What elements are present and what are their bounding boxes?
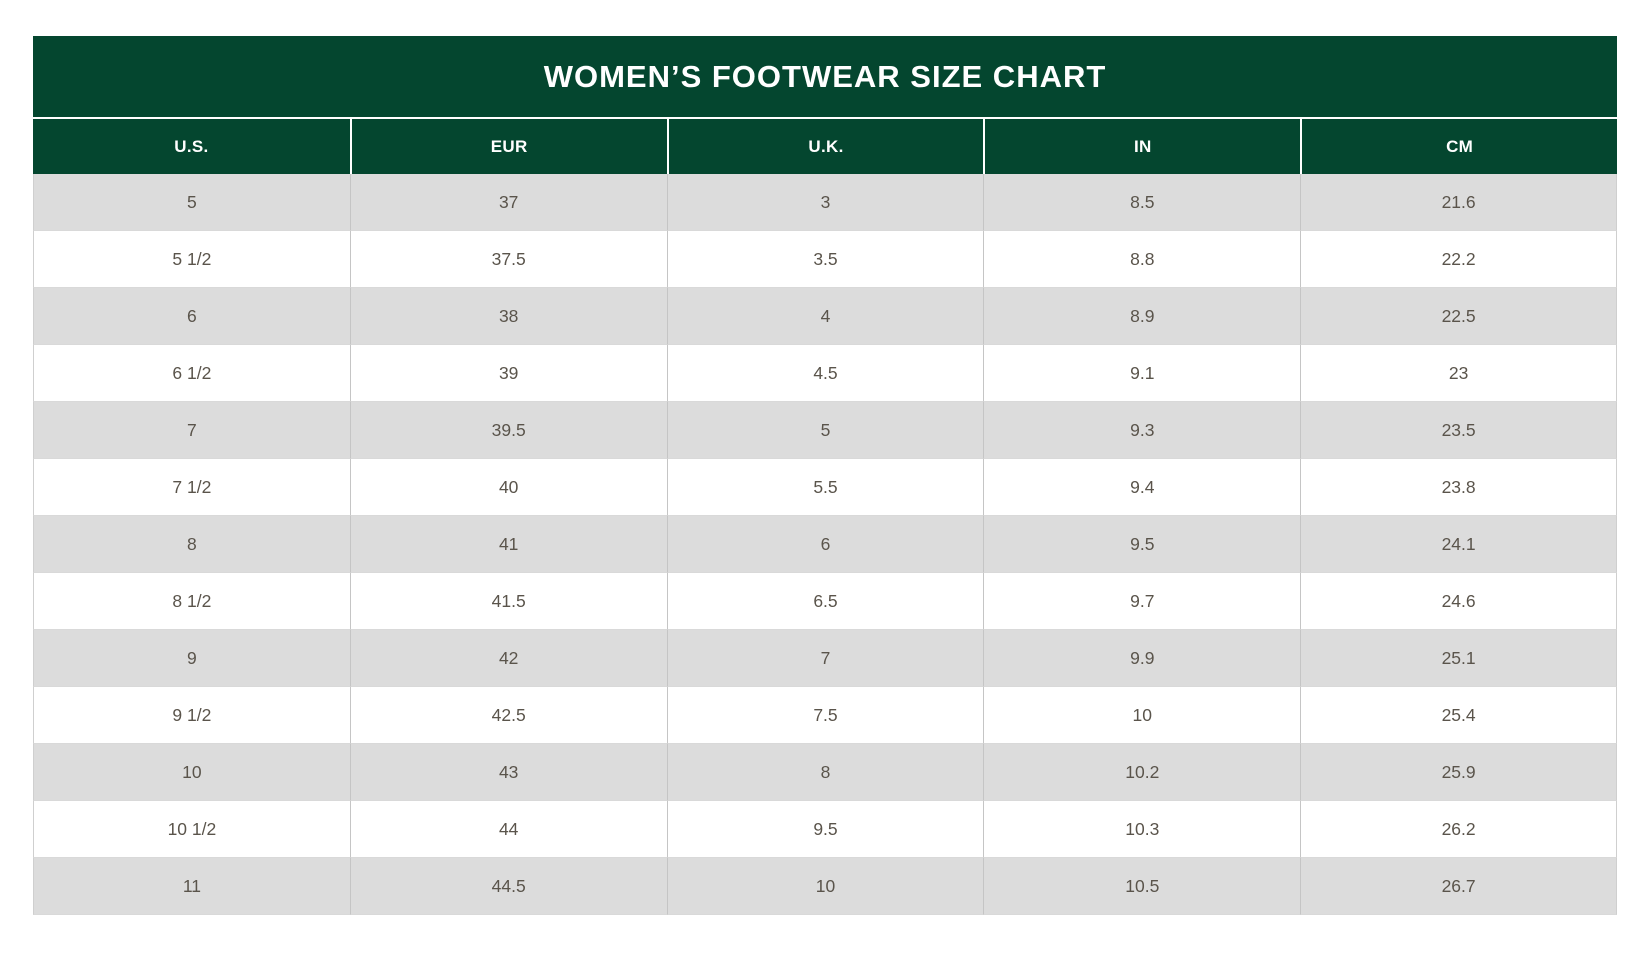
table-cell: 9.9 (983, 629, 1301, 686)
table-row: 10 43 8 10.2 25.9 (33, 743, 1617, 800)
column-header-cm: CM (1300, 117, 1617, 174)
table-cell: 38 (349, 287, 667, 344)
table-cell: 41 (349, 515, 667, 572)
table-cell: 9.4 (983, 458, 1301, 515)
table-cell: 10 (33, 743, 350, 800)
column-header-eur: EUR (349, 117, 667, 174)
table-cell: 7.5 (666, 686, 984, 743)
table-cell: 23.8 (1300, 458, 1617, 515)
table-cell: 9.3 (983, 401, 1301, 458)
table-cell: 9.7 (983, 572, 1301, 629)
table-row: 5 37 3 8.5 21.6 (33, 174, 1617, 230)
table-cell: 5 1/2 (33, 230, 350, 287)
table-cell: 10 (983, 686, 1301, 743)
table-cell: 8.9 (983, 287, 1301, 344)
table-cell: 8.8 (983, 230, 1301, 287)
table-cell: 6 (33, 287, 350, 344)
table-cell: 41.5 (349, 572, 667, 629)
table-cell: 3 (666, 174, 984, 230)
table-cell: 26.2 (1300, 800, 1617, 857)
table-cell: 9.5 (983, 515, 1301, 572)
column-header-in: IN (983, 117, 1301, 174)
size-chart: WOMEN’S FOOTWEAR SIZE CHART U.S. EUR U.K… (33, 36, 1617, 915)
table-cell: 42 (349, 629, 667, 686)
table-cell: 8.5 (983, 174, 1300, 230)
table-row: 5 1/2 37.5 3.5 8.8 22.2 (33, 230, 1617, 287)
table-cell: 10.5 (983, 857, 1301, 915)
table-cell: 9.1 (983, 344, 1301, 401)
column-header-uk: U.K. (666, 117, 984, 174)
table-cell: 42.5 (349, 686, 667, 743)
table-cell: 23 (1300, 344, 1617, 401)
table-cell: 7 1/2 (33, 458, 350, 515)
table-cell: 5 (666, 401, 984, 458)
table-cell: 10 (666, 857, 984, 915)
table-cell: 25.4 (1300, 686, 1617, 743)
table-cell: 7 (33, 401, 350, 458)
table-cell: 9 (33, 629, 350, 686)
table-cell: 21.6 (1300, 174, 1617, 230)
table-cell: 39.5 (349, 401, 667, 458)
table-cell: 3.5 (666, 230, 984, 287)
table-cell: 44 (349, 800, 667, 857)
table-cell: 11 (33, 857, 350, 915)
table-cell: 4 (666, 287, 984, 344)
table-cell: 6 (666, 515, 984, 572)
size-table-head: U.S. EUR U.K. IN CM (33, 117, 1617, 174)
table-row: 10 1/2 44 9.5 10.3 26.2 (33, 800, 1617, 857)
table-cell: 7 (666, 629, 984, 686)
column-header-us: U.S. (33, 117, 350, 174)
table-row: 9 1/2 42.5 7.5 10 25.4 (33, 686, 1617, 743)
table-row: 7 39.5 5 9.3 23.5 (33, 401, 1617, 458)
table-cell: 4.5 (666, 344, 984, 401)
chart-title: WOMEN’S FOOTWEAR SIZE CHART (543, 58, 1107, 94)
table-cell: 40 (349, 458, 667, 515)
header-row: U.S. EUR U.K. IN CM (33, 117, 1617, 174)
table-cell: 24.6 (1300, 572, 1617, 629)
table-cell: 9 1/2 (33, 686, 350, 743)
table-cell: 5.5 (666, 458, 984, 515)
size-table: U.S. EUR U.K. IN CM 5 37 3 8.5 21.6 5 1/2 37.5… (33, 117, 1617, 915)
table-cell: 8 (666, 743, 984, 800)
table-row: 6 1/2 39 4.5 9.1 23 (33, 344, 1617, 401)
table-cell: 9.5 (666, 800, 984, 857)
table-row: 8 41 6 9.5 24.1 (33, 515, 1617, 572)
table-cell: 26.7 (1300, 857, 1617, 915)
table-cell: 37 (349, 174, 667, 230)
table-cell: 37.5 (349, 230, 667, 287)
table-cell: 10.2 (983, 743, 1301, 800)
table-cell: 23.5 (1300, 401, 1617, 458)
table-cell: 5 (33, 174, 350, 230)
table-cell: 10.3 (983, 800, 1301, 857)
table-row: 11 44.5 10 10.5 26.7 (33, 857, 1617, 915)
table-cell: 10 1/2 (33, 800, 350, 857)
table-row: 8 1/2 41.5 6.5 9.7 24.6 (33, 572, 1617, 629)
table-row: 7 1/2 40 5.5 9.4 23.8 (33, 458, 1617, 515)
table-cell: 39 (349, 344, 667, 401)
table-cell: 44.5 (349, 857, 667, 915)
table-row: 6 38 4 8.9 22.5 (33, 287, 1617, 344)
table-cell: 6.5 (666, 572, 984, 629)
table-cell: 24.1 (1300, 515, 1617, 572)
size-table-body: 5 37 3 8.5 21.6 5 1/2 37.5 3.5 8.8 22.2 6 38 4 8.9 22.… (33, 174, 1617, 915)
table-cell: 8 (33, 515, 350, 572)
table-row: 9 42 7 9.9 25.1 (33, 629, 1617, 686)
table-cell: 22.2 (1300, 230, 1617, 287)
table-cell: 6 1/2 (33, 344, 350, 401)
chart-title-bar: WOMEN’S FOOTWEAR SIZE CHART (33, 36, 1617, 117)
table-cell: 43 (349, 743, 667, 800)
table-cell: 8 1/2 (33, 572, 350, 629)
table-cell: 22.5 (1300, 287, 1617, 344)
table-cell: 25.9 (1300, 743, 1617, 800)
table-cell: 25.1 (1300, 629, 1617, 686)
